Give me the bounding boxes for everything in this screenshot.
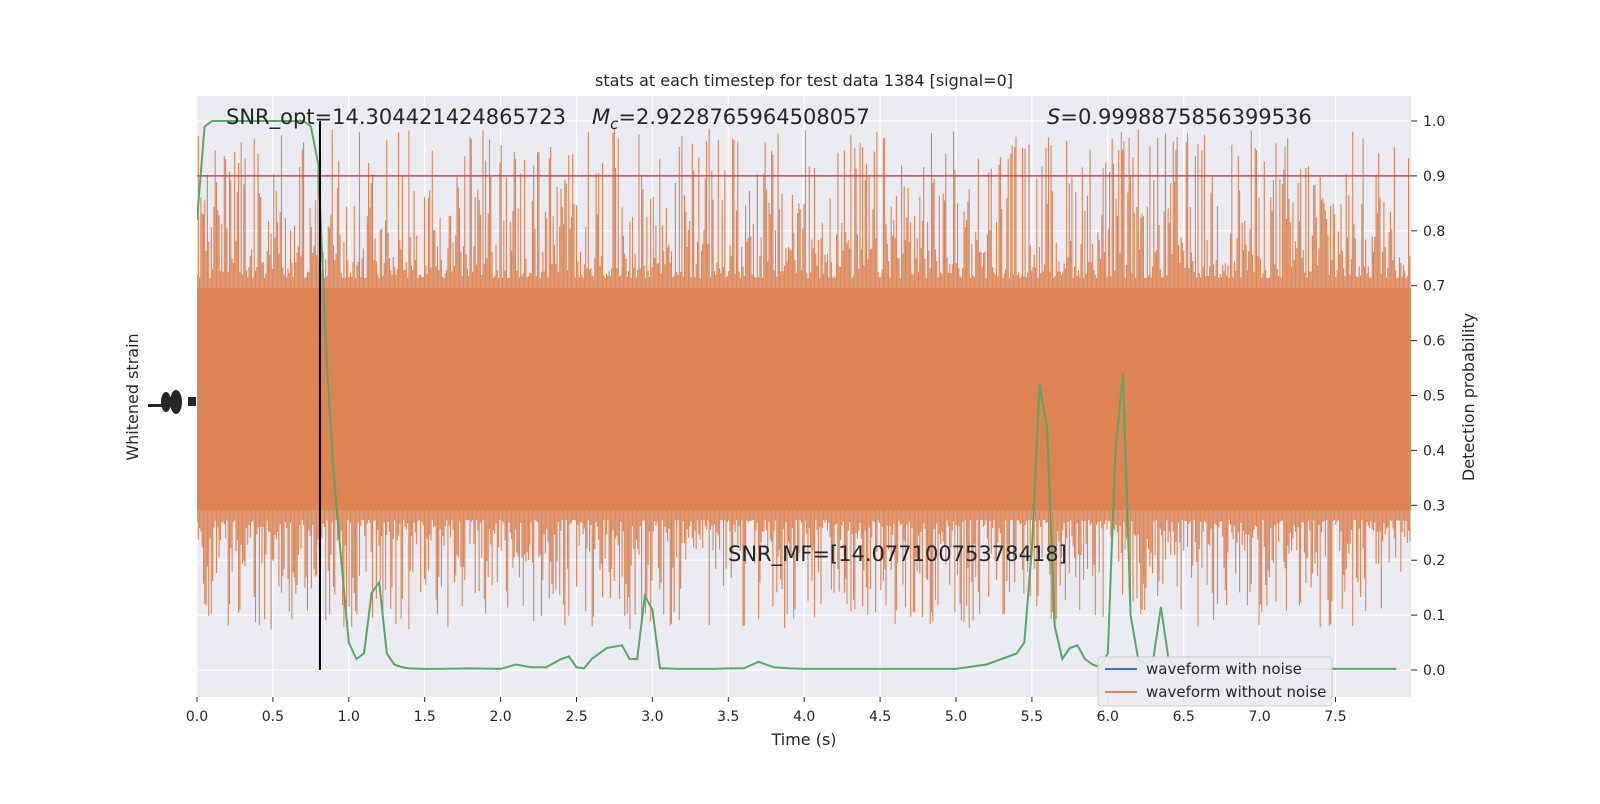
right-axis-ticks: 0.0 0.1 0.2 0.3 0.4 0.5 0.6 0.7 0.8 0.9 1.0 — [1411, 114, 1445, 679]
x-axis-label: Time (s) — [770, 730, 836, 749]
y-tick-label: 0.1 — [1423, 608, 1445, 624]
right-axis-label: Detection probability — [1459, 313, 1478, 481]
x-tick-label: 1.5 — [414, 709, 436, 725]
x-tick-label: 4.0 — [793, 709, 815, 725]
chart-title: stats at each timestep for test data 138… — [595, 71, 1013, 90]
x-tick-label: 1.0 — [338, 709, 360, 725]
chirp-mass-symbol: M — [592, 105, 610, 129]
x-tick-label: 6.5 — [1173, 709, 1195, 725]
x-axis-ticks: 0.0 0.5 1.0 1.5 2.0 2.5 3.0 3.5 4.0 4.5 5.0 5.5 6.0 6… — [186, 697, 1347, 725]
x-tick-label: 6.0 — [1097, 709, 1119, 725]
strain-spikes — [197, 128, 1411, 630]
left-tick-blob — [170, 390, 182, 414]
x-tick-label: 0.5 — [262, 709, 284, 725]
x-tick-label: 3.0 — [641, 709, 663, 725]
legend-label-with-noise: waveform with noise — [1146, 660, 1302, 678]
y-tick-label: 0.7 — [1423, 279, 1445, 295]
y-tick-label: 0.6 — [1423, 334, 1445, 350]
x-tick-label: 3.5 — [717, 709, 739, 725]
y-tick-label: 0.3 — [1423, 498, 1445, 514]
y-tick-label: 0.8 — [1423, 224, 1445, 240]
x-tick-label: 2.5 — [565, 709, 587, 725]
left-axis-ticks — [148, 390, 196, 414]
legend: waveform with noise waveform without noi… — [1097, 656, 1333, 707]
x-tick-label: 5.0 — [945, 709, 967, 725]
legend-box — [1097, 656, 1333, 707]
strain-series — [197, 128, 1411, 630]
chirp-mass-annotation: Mc=2.9228765964508057 — [592, 105, 870, 133]
s-symbol: S — [1047, 105, 1060, 129]
x-tick-label: 5.5 — [1021, 709, 1043, 725]
legend-label-without-noise: waveform without noise — [1146, 683, 1326, 701]
y-tick-label: 1.0 — [1423, 114, 1445, 130]
x-tick-label: 2.0 — [489, 709, 511, 725]
left-tick-blob — [161, 392, 171, 412]
x-tick-label: 4.5 — [869, 709, 891, 725]
snr-opt-annotation: SNR_opt=14.304421424865723 — [226, 105, 566, 130]
y-tick-label: 0.9 — [1423, 169, 1445, 185]
chirp-mass-value: =2.9228765964508057 — [618, 105, 869, 129]
y-tick-label: 0.0 — [1423, 663, 1445, 679]
y-tick-label: 0.2 — [1423, 553, 1445, 569]
left-tick-blob — [188, 397, 196, 406]
chirp-mass-subscript: c — [610, 115, 619, 133]
y-tick-label: 0.4 — [1423, 443, 1445, 459]
s-value: =0.9998875856399536 — [1060, 105, 1311, 129]
left-tick-blob — [148, 404, 162, 407]
x-tick-label: 0.0 — [186, 709, 208, 725]
y-tick-label: 0.5 — [1423, 389, 1445, 405]
x-tick-label: 7.5 — [1324, 709, 1346, 725]
probability-line — [197, 120, 1397, 670]
snr-mf-annotation: SNR_MF=[14.07710075378418] — [728, 542, 1067, 567]
left-axis-label: Whitened strain — [123, 333, 142, 460]
x-tick-label: 7.0 — [1248, 709, 1270, 725]
s-annotation: S=0.9998875856399536 — [1047, 105, 1312, 129]
